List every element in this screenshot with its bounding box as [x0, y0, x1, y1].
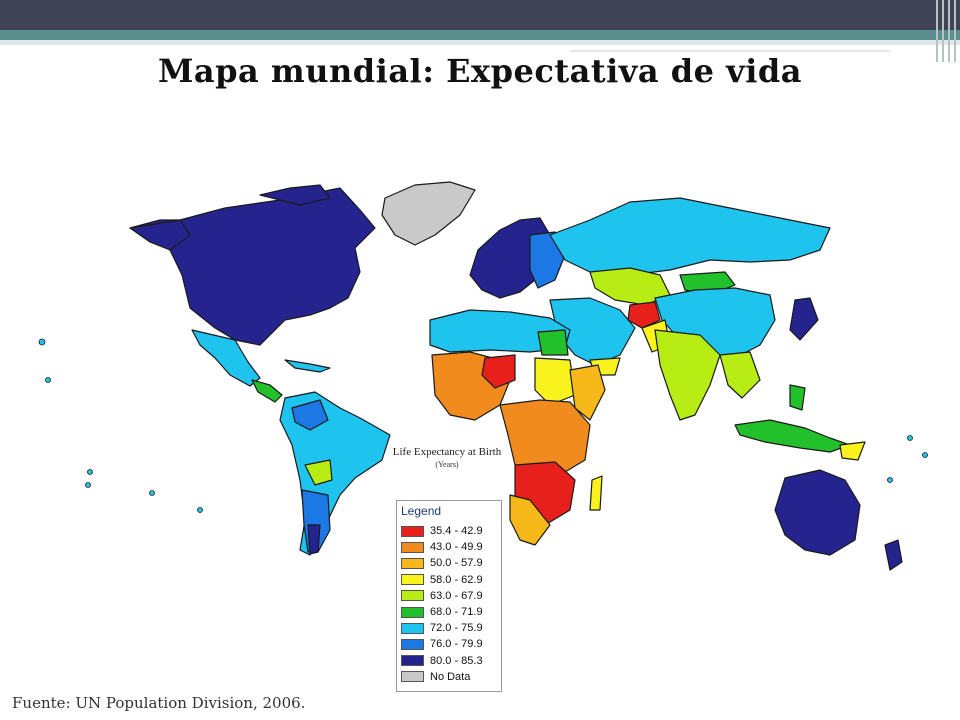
- legend-heading: Legend: [401, 504, 442, 518]
- legend-item: 72.0 - 75.9: [401, 620, 483, 636]
- region-new-zealand: [884, 539, 903, 571]
- region-japan: [789, 297, 819, 341]
- region-caribbean: [284, 359, 331, 373]
- region-indonesia: [734, 419, 851, 453]
- region-india: [654, 329, 721, 421]
- island-pacific-9: [887, 477, 893, 483]
- region-south-america-blue: [291, 399, 329, 431]
- legend-swatch: [401, 622, 424, 634]
- legend-item: 58.0 - 62.9: [401, 572, 483, 588]
- legend-swatch: [401, 590, 424, 602]
- legend-swatch: [401, 525, 424, 537]
- region-philippines: [789, 384, 806, 411]
- legend-item: 63.0 - 67.9: [401, 588, 483, 604]
- region-bolivia: [304, 459, 333, 486]
- region-east-africa: [569, 364, 606, 421]
- region-egypt: [537, 329, 569, 356]
- map-subtitle: (Years): [435, 460, 459, 469]
- island-pacific-4: [85, 482, 91, 488]
- legend-label: 43.0 - 49.9: [430, 541, 483, 554]
- corner-decoration: [930, 0, 960, 62]
- header-bar: [0, 0, 960, 30]
- legend-item: 68.0 - 71.9: [401, 604, 483, 620]
- map-legend: Legend 35.4 - 42.9 43.0 - 49.9 50.0 - 57…: [396, 500, 502, 692]
- legend-item: 50.0 - 57.9: [401, 555, 483, 571]
- map-title: Life Expectancy at Birth: [392, 446, 502, 458]
- region-mexico: [191, 329, 261, 387]
- legend-item: 76.0 - 79.9: [401, 636, 483, 652]
- region-central-america: [251, 379, 283, 403]
- legend-label: 72.0 - 75.9: [430, 622, 483, 635]
- island-pacific-5: [149, 490, 155, 496]
- region-greenland: [381, 181, 476, 246]
- region-sudan: [534, 357, 576, 406]
- island-pacific-8: [922, 452, 928, 458]
- island-pacific-7: [907, 435, 913, 441]
- region-niger-chad: [481, 354, 516, 389]
- world-map: [30, 180, 950, 590]
- region-north-america: [129, 187, 376, 346]
- legend-swatch: [401, 671, 424, 683]
- accent-line: [570, 50, 890, 52]
- region-southeast-asia: [719, 351, 761, 399]
- region-patagonia: [307, 524, 321, 555]
- legend-swatch: [401, 557, 424, 569]
- island-pacific-2: [45, 377, 51, 383]
- legend-label: No Data: [430, 670, 471, 683]
- legend-label: 76.0 - 79.9: [430, 638, 483, 651]
- legend-label: 35.4 - 42.9: [430, 525, 483, 538]
- accent-stripe-light: [0, 40, 960, 45]
- region-madagascar: [589, 475, 603, 511]
- legend-item: 80.0 - 85.3: [401, 653, 483, 669]
- legend-swatch: [401, 574, 424, 586]
- legend-item: No Data: [401, 669, 483, 685]
- legend-label: 58.0 - 62.9: [430, 573, 483, 586]
- island-pacific-1: [38, 338, 46, 346]
- legend-swatch: [401, 541, 424, 553]
- legend-list: 35.4 - 42.9 43.0 - 49.9 50.0 - 57.9 58.0…: [401, 523, 483, 685]
- region-australia: [774, 469, 861, 556]
- region-png: [839, 441, 866, 461]
- accent-stripe: [0, 30, 960, 40]
- region-central-africa: [499, 399, 591, 481]
- legend-swatch: [401, 606, 424, 618]
- legend-label: 68.0 - 71.9: [430, 606, 483, 619]
- region-canadian-islands: [259, 184, 331, 206]
- legend-swatch: [401, 655, 424, 667]
- slide-title: Mapa mundial: Expectativa de vida: [157, 52, 802, 90]
- region-russia: [549, 197, 831, 276]
- region-afghanistan: [627, 301, 661, 329]
- legend-item: 43.0 - 49.9: [401, 539, 483, 555]
- region-south-africa: [509, 494, 551, 546]
- island-pacific-6: [197, 507, 203, 513]
- legend-swatch: [401, 638, 424, 650]
- island-pacific-3: [87, 469, 93, 475]
- legend-label: 50.0 - 57.9: [430, 557, 483, 570]
- legend-label: 63.0 - 67.9: [430, 589, 483, 602]
- source-citation: Fuente: UN Population Division, 2006.: [12, 694, 306, 712]
- legend-item: 35.4 - 42.9: [401, 523, 483, 539]
- legend-label: 80.0 - 85.3: [430, 654, 483, 667]
- region-alaska: [129, 219, 191, 251]
